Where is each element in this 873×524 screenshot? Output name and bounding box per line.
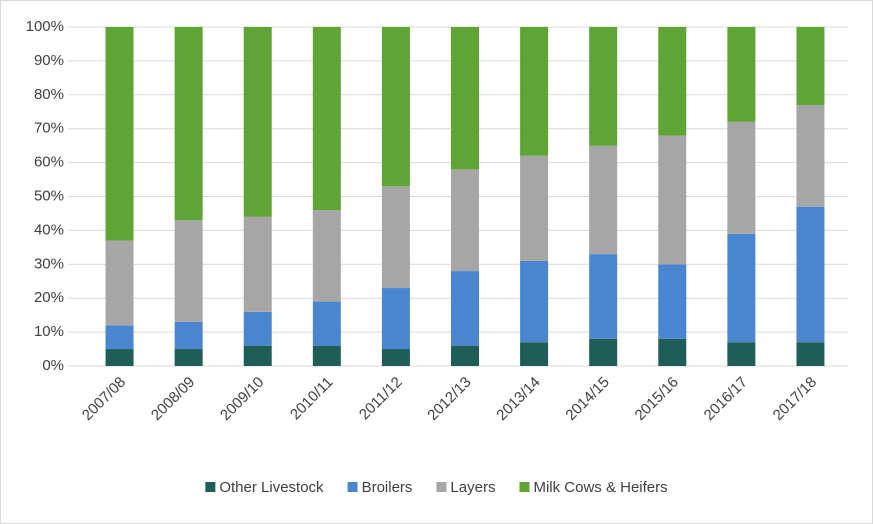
bar-segment bbox=[658, 264, 687, 339]
bar-segment bbox=[520, 342, 549, 366]
bar-segment bbox=[381, 349, 410, 366]
legend-label: Milk Cows & Heifers bbox=[533, 479, 667, 496]
bar-segment bbox=[658, 27, 687, 136]
bar-segment bbox=[381, 288, 410, 350]
legend-label: Layers bbox=[450, 479, 495, 496]
bar-segment bbox=[381, 186, 410, 289]
bar-segment bbox=[312, 301, 341, 346]
bar-segment bbox=[243, 216, 272, 312]
bar-segment bbox=[727, 233, 756, 343]
bar-segment bbox=[451, 27, 479, 170]
bar-segment bbox=[589, 145, 618, 255]
bar-segment bbox=[312, 210, 341, 302]
y-tick-label: 60% bbox=[34, 154, 64, 171]
bar-segment bbox=[105, 240, 134, 326]
bar-segment bbox=[727, 121, 756, 234]
legend-swatch bbox=[205, 482, 216, 492]
bar-segment bbox=[727, 342, 756, 366]
bar-segment bbox=[451, 169, 479, 272]
bar-segment bbox=[105, 349, 134, 366]
bar-segment bbox=[796, 27, 825, 105]
bar-segment bbox=[105, 27, 134, 241]
bar-segment bbox=[174, 27, 203, 221]
bar-segment bbox=[451, 345, 479, 366]
bar-segment bbox=[105, 325, 134, 350]
bar-segment bbox=[520, 155, 549, 261]
y-tick-label: 20% bbox=[34, 289, 64, 306]
bar-segment bbox=[520, 27, 549, 156]
bar-segment bbox=[174, 321, 203, 350]
y-tick-label: 10% bbox=[34, 323, 64, 340]
legend-swatch bbox=[347, 482, 358, 492]
y-tick-label: 40% bbox=[34, 221, 64, 238]
legend: Other Livestock Broilers Layers Milk Cows &… bbox=[205, 479, 668, 496]
bar-segment bbox=[796, 206, 825, 343]
bar-segment bbox=[796, 342, 825, 366]
bar-segment bbox=[589, 254, 618, 339]
legend-swatch bbox=[436, 482, 447, 492]
bar-segment bbox=[312, 345, 341, 366]
bar-segment bbox=[381, 27, 410, 187]
bar-segment bbox=[243, 345, 272, 366]
y-tick-label: 0% bbox=[42, 357, 64, 374]
bar-segment bbox=[796, 104, 825, 207]
bar-segment bbox=[451, 271, 479, 346]
bar-segment bbox=[520, 260, 549, 343]
y-tick-label: 50% bbox=[34, 187, 64, 204]
bar-segment bbox=[658, 135, 687, 265]
y-tick-label: 30% bbox=[34, 255, 64, 272]
bar-segment bbox=[589, 27, 618, 146]
y-tick-label: 100% bbox=[26, 18, 64, 35]
bar-segment bbox=[174, 349, 203, 366]
legend-swatch bbox=[519, 482, 530, 492]
legend-label: Other Livestock bbox=[219, 479, 324, 496]
bar-segment bbox=[312, 27, 341, 211]
legend-label: Broilers bbox=[362, 479, 413, 496]
y-tick-label: 90% bbox=[34, 52, 64, 69]
bar-segment bbox=[727, 27, 756, 122]
bar-segment bbox=[243, 27, 272, 217]
bar-segment bbox=[589, 338, 618, 366]
bar-segment bbox=[243, 311, 272, 346]
y-tick-label: 80% bbox=[34, 86, 64, 103]
y-tick-label: 70% bbox=[34, 120, 64, 137]
bar-segment bbox=[658, 338, 687, 366]
bar-segment bbox=[174, 220, 203, 322]
